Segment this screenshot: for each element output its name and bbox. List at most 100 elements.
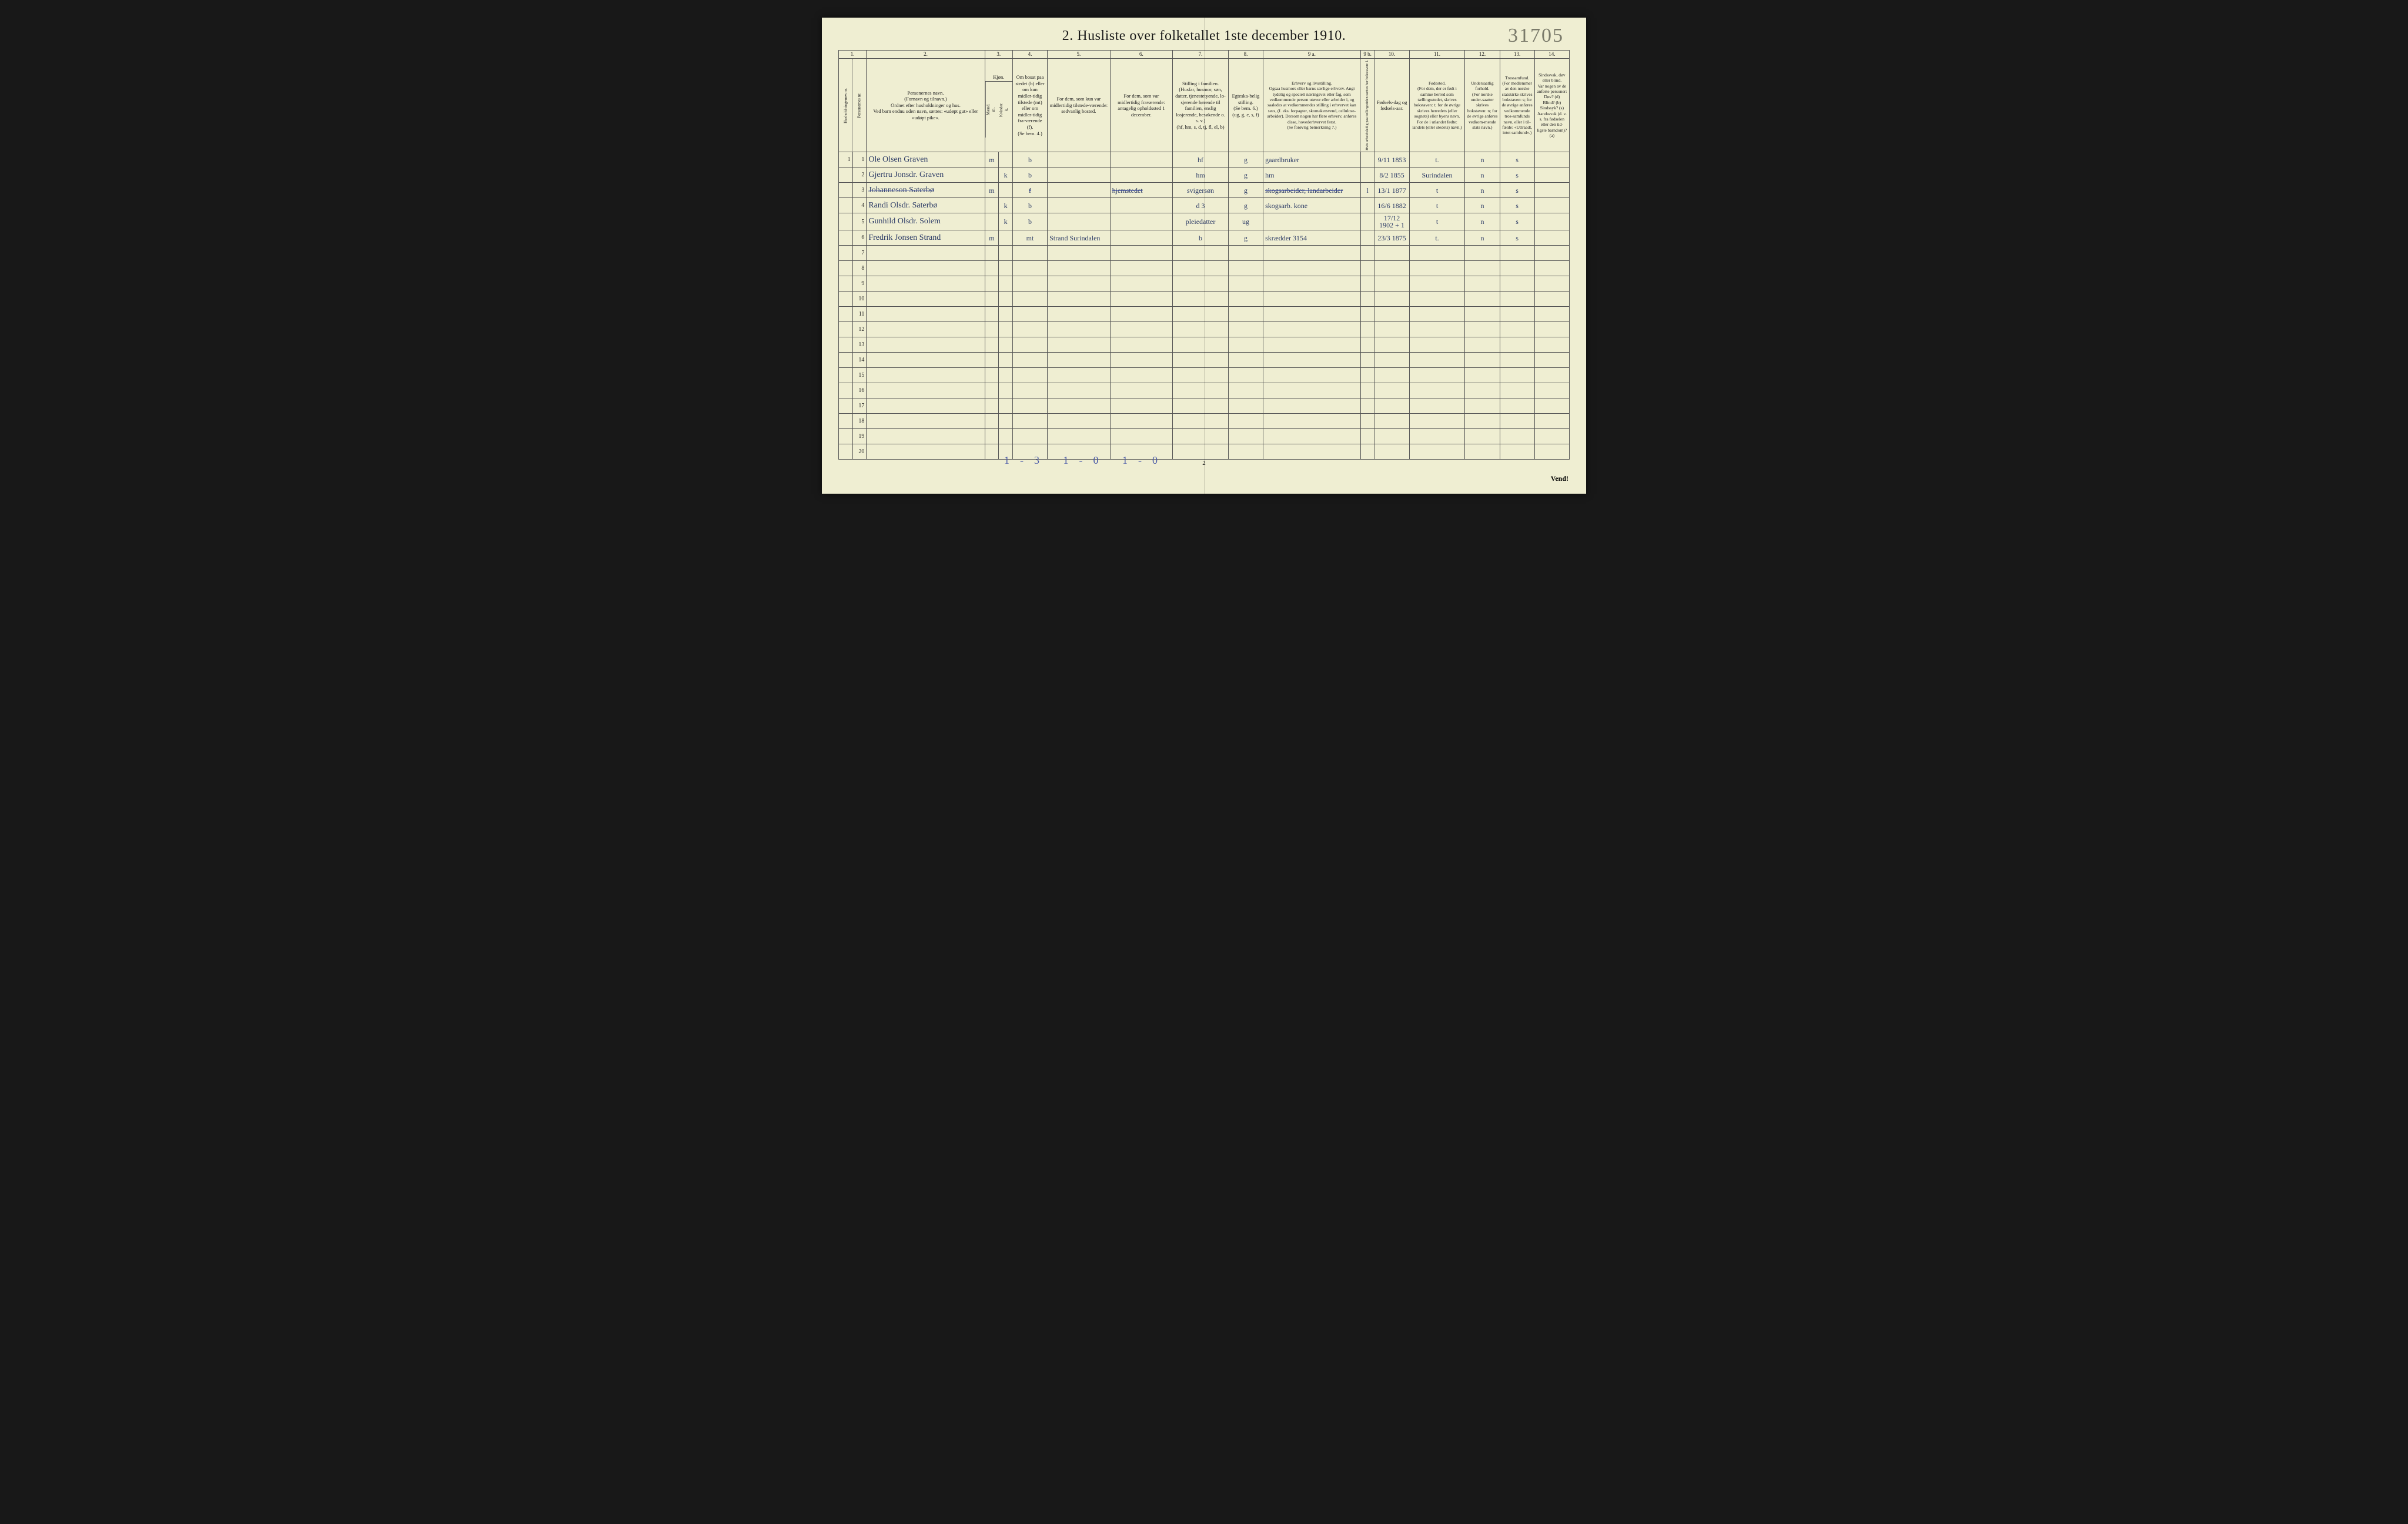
table-row: 15 xyxy=(839,368,1570,383)
cell-empty xyxy=(985,337,999,353)
cell-occ: skogsarb. kone xyxy=(1263,198,1361,213)
hdr-c14: Sindssvak, døv eller blind. Var nogen av… xyxy=(1534,59,1569,152)
cell-empty xyxy=(1500,383,1534,398)
table-row: 18 xyxy=(839,414,1570,429)
cell-c9b xyxy=(1360,198,1374,213)
hdr-c10: Fødsels-dag og fødsels-aar. xyxy=(1374,59,1409,152)
cell-empty xyxy=(1263,353,1361,368)
cell-empty xyxy=(1360,307,1374,322)
cell-empty xyxy=(1012,353,1047,368)
cell-c6 xyxy=(1110,168,1173,183)
page-title: 2. Husliste over folketallet 1ste decemb… xyxy=(1062,28,1346,44)
cell-empty xyxy=(1173,414,1229,429)
cell-empty xyxy=(985,246,999,261)
cell-empty xyxy=(1409,383,1465,398)
cell-res: mt xyxy=(1012,230,1047,246)
cell-empty xyxy=(867,307,985,322)
cell-empty xyxy=(1173,353,1229,368)
cell-empty xyxy=(1534,292,1569,307)
cell-empty xyxy=(867,368,985,383)
cell-empty xyxy=(999,429,1013,444)
cell-empty xyxy=(1534,368,1569,383)
hdr-c11: Fødested. (For dem, der er født i samme … xyxy=(1409,59,1465,152)
table-row: 7 xyxy=(839,246,1570,261)
hdr-sex-top: Kjøn. xyxy=(985,73,1012,82)
cell-empty xyxy=(1228,383,1263,398)
cell-empty xyxy=(1110,292,1173,307)
cell-empty xyxy=(1374,353,1409,368)
hdr-sex-k: Kvinder. k. xyxy=(999,82,1012,138)
cell-fam: b xyxy=(1173,230,1229,246)
cell-empty xyxy=(1173,337,1229,353)
cell-c6 xyxy=(1110,213,1173,230)
cell-empty xyxy=(867,444,985,460)
cell-birthplace: t xyxy=(1409,198,1465,213)
cell-mar: g xyxy=(1228,183,1263,198)
cell-birthplace: t. xyxy=(1409,152,1465,168)
cell-empty xyxy=(1360,353,1374,368)
table-row: 16 xyxy=(839,383,1570,398)
cell-empty xyxy=(867,383,985,398)
cell-empty xyxy=(1263,398,1361,414)
cell-c14 xyxy=(1534,213,1569,230)
table-row: 2Gjertru Jonsdr. Gravenkbhmghm8/2 1855Su… xyxy=(839,168,1570,183)
cell-empty xyxy=(1465,276,1500,292)
cell-sex-m xyxy=(985,213,999,230)
colnum-10: 10. xyxy=(1374,51,1409,59)
colnum-9a: 9 a. xyxy=(1263,51,1361,59)
cell-empty xyxy=(1374,337,1409,353)
cell-empty xyxy=(1374,368,1409,383)
cell-empty xyxy=(867,276,985,292)
cell-empty xyxy=(1360,322,1374,337)
cell-hh xyxy=(839,276,853,292)
cell-mar: g xyxy=(1228,168,1263,183)
cell-hh xyxy=(839,198,853,213)
table-row: 19 xyxy=(839,429,1570,444)
page-number: 2 xyxy=(1202,460,1206,467)
cell-empty xyxy=(1409,429,1465,444)
table-row: 4Randi Olsdr. Saterbøkbd 3gskogsarb. kon… xyxy=(839,198,1570,213)
cell-empty xyxy=(1534,322,1569,337)
cell-empty xyxy=(1500,246,1534,261)
cell-empty xyxy=(1534,444,1569,460)
cell-empty xyxy=(1012,307,1047,322)
vend-label: Vend! xyxy=(1551,474,1568,483)
hdr-res: Om bosat paa stedet (b) eller om kun mid… xyxy=(1012,59,1047,152)
cell-empty xyxy=(1228,337,1263,353)
cell-birthplace: Surindalen xyxy=(1409,168,1465,183)
cell-empty xyxy=(1110,246,1173,261)
cell-fam: svigersøn xyxy=(1173,183,1229,198)
cell-hh xyxy=(839,261,853,276)
hdr-sex: Kjøn. Mænd. m. Kvinder. k. xyxy=(985,59,1012,152)
cell-empty xyxy=(1012,398,1047,414)
cell-empty xyxy=(1048,292,1111,307)
cell-empty xyxy=(1409,322,1465,337)
cell-c5 xyxy=(1048,183,1111,198)
cell-fam: pleiedatter xyxy=(1173,213,1229,230)
cell-empty xyxy=(1012,368,1047,383)
cell-hh xyxy=(839,322,853,337)
cell-fam: d 3 xyxy=(1173,198,1229,213)
cell-empty xyxy=(1360,398,1374,414)
cell-empty xyxy=(1534,398,1569,414)
cell-c14 xyxy=(1534,168,1569,183)
pencil-annotation: 31705 xyxy=(1508,25,1564,47)
cell-res: b xyxy=(1012,168,1047,183)
cell-dob: 9/11 1853 xyxy=(1374,152,1409,168)
cell-empty xyxy=(1465,398,1500,414)
cell-empty xyxy=(1228,429,1263,444)
cell-empty xyxy=(1228,261,1263,276)
cell-empty xyxy=(1465,429,1500,444)
table-head: 1. 2. 3. 4. 5. 6. 7. 8. 9 a. 9 b. 10. 11… xyxy=(839,51,1570,152)
cell-empty xyxy=(985,322,999,337)
cell-c6 xyxy=(1110,152,1173,168)
cell-empty xyxy=(1534,383,1569,398)
cell-empty xyxy=(1173,368,1229,383)
cell-c5 xyxy=(1048,198,1111,213)
cell-empty xyxy=(1360,261,1374,276)
cell-empty xyxy=(1173,429,1229,444)
cell-c9b xyxy=(1360,213,1374,230)
cell-rel: s xyxy=(1500,168,1534,183)
cell-pn: 8 xyxy=(852,261,867,276)
cell-empty xyxy=(1409,337,1465,353)
